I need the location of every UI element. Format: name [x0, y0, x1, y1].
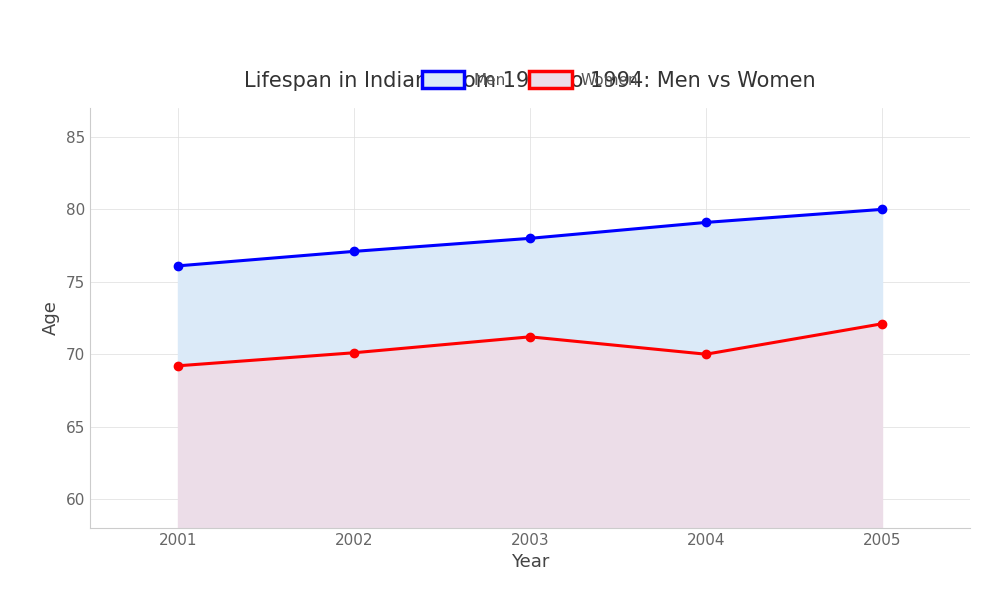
Men	[172, 262, 184, 269]
X-axis label: Year: Year	[511, 553, 549, 571]
Men	[700, 219, 712, 226]
Men	[524, 235, 536, 242]
Title: Lifespan in Indiana from 1959 to 1994: Men vs Women: Lifespan in Indiana from 1959 to 1994: M…	[244, 71, 816, 91]
Line: Women: Women	[174, 320, 886, 370]
Line: Men: Men	[174, 205, 886, 270]
Men	[348, 248, 360, 255]
Y-axis label: Age: Age	[42, 301, 60, 335]
Women	[700, 350, 712, 358]
Women	[172, 362, 184, 370]
Women	[524, 333, 536, 340]
Men	[876, 206, 888, 213]
Women	[876, 320, 888, 328]
Women	[348, 349, 360, 356]
Legend: Men, Women: Men, Women	[416, 65, 644, 94]
